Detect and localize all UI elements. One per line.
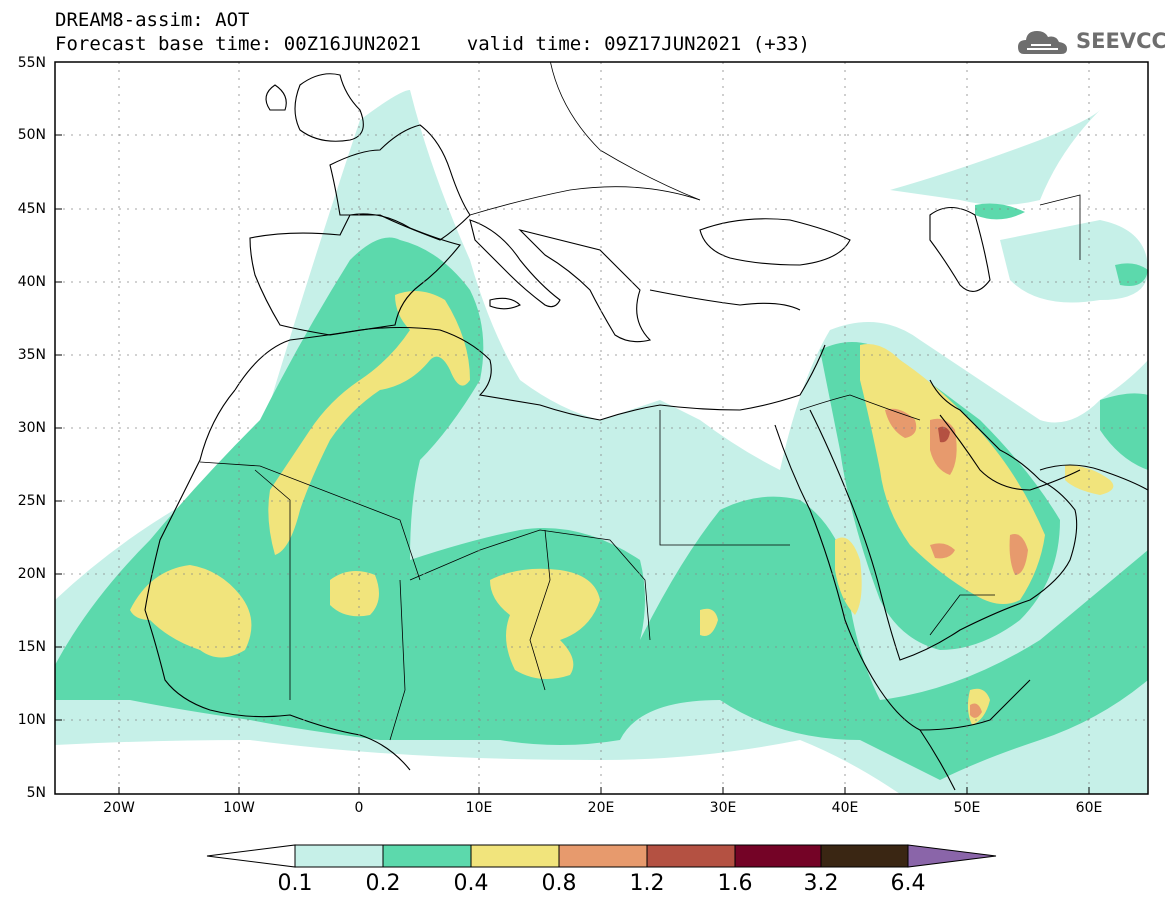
colorbar-high-arrow [907,844,997,868]
lat-label: 15N [17,639,46,655]
lat-label: 20N [17,566,46,582]
lat-label: 40N [17,274,46,290]
colorbar-label: 6.4 [890,871,926,896]
lon-label: 10E [465,800,493,816]
colorbar-label: 0.2 [365,871,401,896]
lat-label: 45N [17,201,46,217]
logo-text: SEEVCCC [1076,29,1165,53]
colorbar-label: 0.4 [453,871,489,896]
axis-ticks [55,134,1090,794]
forecast-time: Forecast base time: 00Z16JUN2021 valid t… [55,33,810,55]
colorbar-label: 1.2 [629,871,665,896]
lat-label: 55N [17,55,46,71]
colorbar-segment [734,844,822,868]
lon-label: 20E [587,800,615,816]
lon-label: 10W [223,800,255,816]
logo [1018,31,1067,54]
lat-label: 35N [17,347,46,363]
colorbar-segment [294,844,384,868]
lon-label: 50E [953,800,981,816]
colorbar-segment [382,844,472,868]
aot-fields [55,90,1148,794]
lat-label: 10N [17,712,46,728]
lat-label: 5N [26,785,46,801]
colorbar-segment [820,844,909,868]
graticule [55,62,1148,794]
lon-label: 30E [709,800,737,816]
colorbar-label: 0.8 [541,871,577,896]
map-title: DREAM8-assim: AOT [55,9,250,31]
lat-label: 50N [17,127,46,143]
aot-level-0.4 [130,291,1114,725]
colorbar-segment [558,844,648,868]
colorbar-label: 3.2 [803,871,839,896]
lon-label: 40E [831,800,859,816]
aot-level-1.2 [938,426,950,443]
colorbar [206,844,997,868]
colorbar-label: 1.6 [717,871,753,896]
lon-label: 60E [1075,800,1103,816]
lon-label: 0 [354,800,364,816]
colorbar-label: 0.1 [277,871,313,896]
colorbar-segment [470,844,560,868]
coastlines [144,62,1148,791]
colorbar-segment [646,844,736,868]
cloud-icon [1018,31,1067,54]
colorbar-low-arrow [206,844,296,868]
lat-label: 25N [17,493,46,509]
lat-label: 30N [17,420,46,436]
lon-label: 20W [103,800,135,816]
